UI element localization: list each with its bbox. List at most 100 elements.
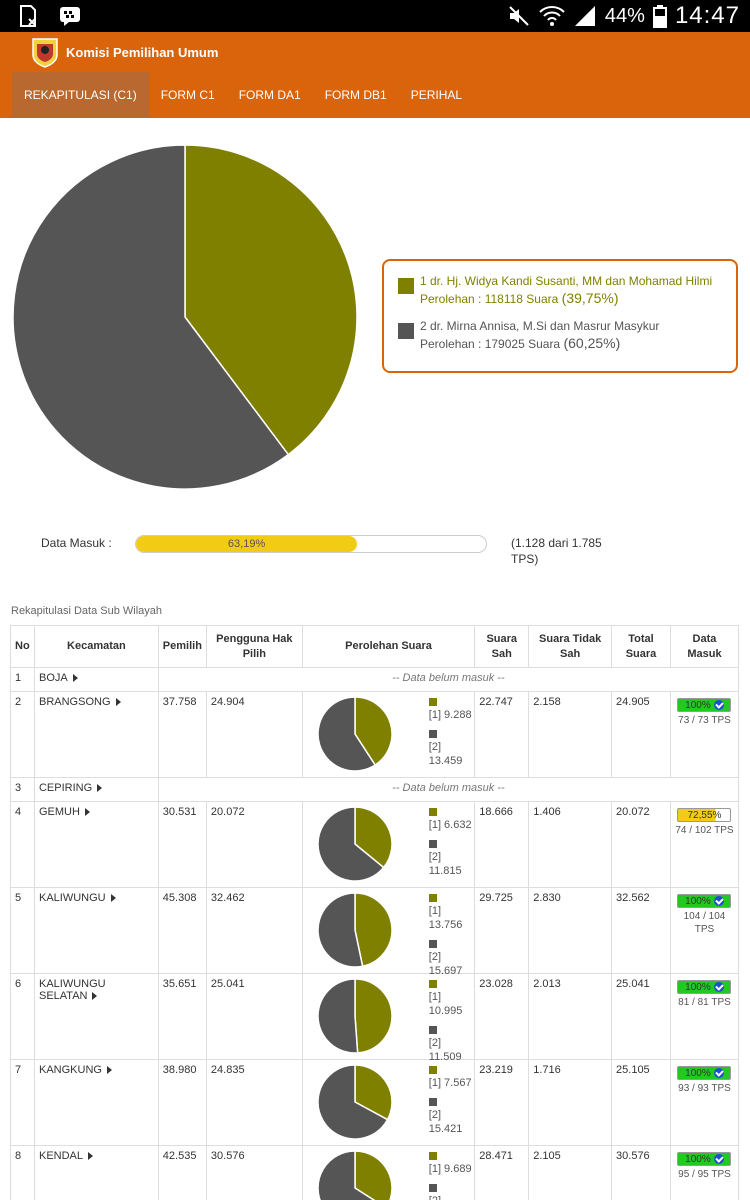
cell-pemilih: 42.535 bbox=[157, 1145, 207, 1200]
cell-kecamatan[interactable]: KENDAL bbox=[33, 1145, 159, 1200]
tab-form-db1[interactable]: FORM DB1 bbox=[324, 88, 387, 102]
tps-count: 74 / 102 TPS bbox=[675, 825, 734, 836]
kecamatan-name[interactable]: KENDAL bbox=[38, 1150, 84, 1162]
expand-caret-icon[interactable] bbox=[110, 894, 116, 903]
cell-total-suara: 25.105 bbox=[611, 1059, 671, 1146]
legend-swatch-1 bbox=[428, 980, 437, 988]
data-masuk-progress-fill: 63,19% bbox=[136, 536, 358, 552]
candidate-2-name: 2 dr. Mirna Annisa, M.Si dan Masrur Masy… bbox=[420, 319, 660, 333]
cell-pengguna: 24.835 bbox=[205, 1059, 303, 1146]
tps-count: 93 / 93 TPS bbox=[678, 1083, 731, 1094]
tps-count: 104 / 104 TPS bbox=[683, 911, 726, 935]
cell-suara-sah: 29.725 bbox=[474, 887, 530, 974]
bbm-icon bbox=[60, 7, 80, 26]
cell-suara-tidak-sah: 2.105 bbox=[528, 1145, 613, 1200]
cell-kecamatan[interactable]: KALIWUNGU bbox=[33, 887, 159, 974]
cell-suara-tidak-sah: 2.830 bbox=[528, 887, 613, 974]
row-pie-legend: [1] 7.567 [2] 15.421 bbox=[428, 1066, 475, 1136]
cell-suara-sah: 23.028 bbox=[474, 973, 530, 1060]
cell-data-masuk: 100% 95 / 95 TPS bbox=[669, 1145, 740, 1200]
cell-kecamatan[interactable]: CEPIRING bbox=[33, 777, 159, 802]
cell-total-suara: 20.072 bbox=[611, 801, 671, 888]
cell-perolehan: [1] 13.756 [2] 15.697 bbox=[301, 887, 476, 977]
expand-caret-icon[interactable] bbox=[84, 808, 90, 817]
row-pie-legend: [1] 6.632 [2] 11.815 bbox=[428, 808, 475, 878]
row-pie-chart bbox=[317, 806, 393, 882]
data-masuk-label: Data Masuk : bbox=[41, 536, 112, 550]
check-icon bbox=[713, 982, 724, 992]
kecamatan-name[interactable]: GEMUH bbox=[38, 806, 80, 818]
data-masuk-percent: 100% bbox=[685, 895, 711, 907]
cell-perolehan: [1] 9.288 [2] 13.459 bbox=[301, 691, 476, 778]
data-masuk-percent: 100% bbox=[685, 981, 711, 993]
main-pie-slice-2 bbox=[12, 144, 290, 490]
legend-item-candidate-1: 1 dr. Hj. Widya Kandi Susanti, MM dan Mo… bbox=[398, 273, 724, 308]
row-pie-chart bbox=[317, 978, 393, 1054]
sub-region-table: No Kecamatan Pemilih Pengguna Hak Pilih … bbox=[10, 625, 740, 1200]
row-pie-chart bbox=[317, 696, 393, 772]
cell-suara-tidak-sah: 2.158 bbox=[528, 691, 613, 778]
row-pie-chart bbox=[317, 1064, 393, 1140]
expand-caret-icon[interactable] bbox=[92, 992, 98, 1001]
vote-pie-chart bbox=[12, 144, 358, 490]
expand-caret-icon[interactable] bbox=[97, 784, 103, 793]
tps-count: 73 / 73 TPS bbox=[678, 715, 731, 726]
expand-caret-icon[interactable] bbox=[115, 698, 121, 707]
tab-form-da1[interactable]: FORM DA1 bbox=[238, 88, 301, 102]
legend-swatch-1 bbox=[428, 1152, 437, 1160]
cell-perolehan: [1] 10.995 [2] 11.509 bbox=[301, 973, 476, 1063]
header-suara-sah: Suara Sah bbox=[474, 625, 530, 668]
table-row: 7 KANGKUNG 38.980 24.835 [1] 7.567 [2] 15… bbox=[10, 1059, 740, 1146]
cell-kecamatan[interactable]: KALIWUNGU SELATAN bbox=[33, 973, 159, 1060]
cell-suara-sah: 22.747 bbox=[474, 691, 530, 778]
data-masuk-percent: 100% bbox=[685, 1067, 711, 1079]
kecamatan-name[interactable]: KALIWUNGU SELATAN bbox=[38, 978, 106, 1002]
cell-kecamatan[interactable]: GEMUH bbox=[33, 801, 159, 888]
kecamatan-name[interactable]: KALIWUNGU bbox=[38, 892, 106, 904]
row-pie-legend: [1] 13.756 [2] 15.697 bbox=[428, 894, 475, 978]
cell-pemilih: 45.308 bbox=[157, 887, 207, 974]
row-pie-slice-1 bbox=[354, 806, 393, 869]
kecamatan-name[interactable]: CEPIRING bbox=[38, 782, 93, 794]
cell-data-masuk: 100% 104 / 104 TPS bbox=[669, 887, 740, 974]
kecamatan-name[interactable]: KANGKUNG bbox=[38, 1064, 102, 1076]
data-masuk-percent: 100% bbox=[685, 699, 711, 711]
kecamatan-name[interactable]: BRANGSONG bbox=[38, 696, 111, 708]
tab-rekapitulasi-c1[interactable]: REKAPITULASI (C1) bbox=[12, 72, 149, 118]
legend-swatch-2 bbox=[428, 1098, 437, 1106]
tps-count: 95 / 95 TPS bbox=[678, 1169, 731, 1180]
battery-icon bbox=[652, 5, 667, 28]
legend-swatch-2 bbox=[428, 730, 437, 738]
cell-kecamatan[interactable]: BOJA bbox=[33, 667, 159, 692]
legend-swatch-2 bbox=[428, 1184, 437, 1192]
cell-total-suara: 24.905 bbox=[611, 691, 671, 778]
table-row: 8 KENDAL 42.535 30.576 [1] 9.689 [2] 18.7… bbox=[10, 1145, 740, 1200]
cell-pengguna: 25.041 bbox=[205, 973, 303, 1060]
data-masuk-badge: 100% bbox=[677, 1066, 732, 1080]
cell-kecamatan[interactable]: KANGKUNG bbox=[33, 1059, 159, 1146]
expand-caret-icon[interactable] bbox=[106, 1066, 112, 1075]
expand-caret-icon[interactable] bbox=[88, 1152, 94, 1161]
tab-form-c1[interactable]: FORM C1 bbox=[160, 88, 215, 102]
cell-pemilih: 30.531 bbox=[157, 801, 207, 888]
row-votes-1: [1] 7.567 bbox=[428, 1077, 472, 1089]
header-data-masuk: Data Masuk bbox=[669, 625, 740, 668]
row-pie-legend: [1] 9.689 [2] 18.782 bbox=[428, 1152, 475, 1200]
battery-percent: 44% bbox=[604, 4, 645, 27]
brand[interactable]: Komisi Pemilihan Umum bbox=[30, 36, 218, 68]
cell-suara-tidak-sah: 2.013 bbox=[528, 973, 613, 1060]
cell-no: 8 bbox=[10, 1145, 35, 1200]
table-row: 3 CEPIRING -- Data belum masuk -- bbox=[10, 777, 740, 802]
expand-caret-icon[interactable] bbox=[72, 674, 78, 683]
cell-perolehan: [1] 9.689 [2] 18.782 bbox=[301, 1145, 476, 1200]
table-row: 2 BRANGSONG 37.758 24.904 [1] 9.288 [2] 1… bbox=[10, 691, 740, 778]
row-pie-chart bbox=[317, 1150, 393, 1200]
cell-suara-sah: 23.219 bbox=[474, 1059, 530, 1146]
app-header: Komisi Pemilihan Umum REKAPITULASI (C1) … bbox=[0, 32, 750, 118]
cell-suara-sah: 18.666 bbox=[474, 801, 530, 888]
data-masuk-progress-bar: 63,19% bbox=[135, 535, 487, 553]
kecamatan-name[interactable]: BOJA bbox=[38, 672, 68, 684]
tab-perihal[interactable]: PERIHAL bbox=[410, 88, 463, 102]
cell-kecamatan[interactable]: BRANGSONG bbox=[33, 691, 159, 778]
wifi-icon bbox=[539, 6, 565, 26]
